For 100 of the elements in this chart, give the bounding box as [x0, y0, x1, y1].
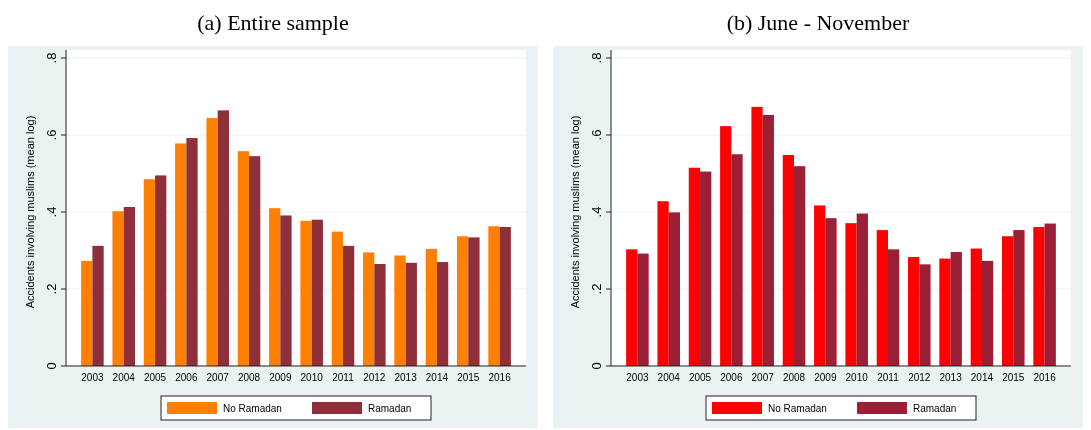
bar [374, 263, 386, 366]
bar [1033, 227, 1045, 366]
bar [825, 218, 837, 366]
bar [342, 245, 355, 366]
bar [468, 237, 480, 366]
x-tick-label: 2013 [939, 372, 963, 383]
y-tick-label: 0 [589, 362, 604, 370]
chart-title: (b) June - November [726, 10, 910, 35]
x-tick-label: 2011 [877, 372, 900, 383]
bar [311, 219, 323, 366]
bar [112, 211, 124, 366]
bar [1044, 223, 1056, 366]
bar [856, 213, 868, 366]
bar [751, 106, 763, 366]
y-tick-label: .4 [589, 206, 604, 218]
bar [845, 223, 857, 366]
x-tick-label: 2013 [394, 372, 418, 383]
legend-label: Ramadan [368, 403, 412, 414]
bar [1013, 230, 1025, 366]
bar [237, 151, 250, 366]
x-tick-label: 2011 [332, 372, 355, 383]
bar [700, 171, 712, 366]
x-tick-label: 2010 [300, 372, 324, 383]
bar [657, 201, 669, 366]
bar [626, 249, 638, 366]
x-tick-label: 2005 [688, 372, 712, 383]
bar [456, 236, 469, 366]
bar [425, 248, 437, 366]
x-tick-label: 2015 [457, 372, 480, 383]
x-tick-label: 2007 [206, 372, 230, 383]
bar [950, 252, 962, 366]
x-tick-label: 2012 [363, 372, 386, 383]
legend-label: Ramadan [913, 403, 957, 414]
y-tick-label: .6 [44, 129, 59, 141]
legend-label: No Ramadan [768, 403, 827, 414]
bar [394, 255, 406, 366]
bar [887, 249, 900, 366]
bar [269, 208, 281, 366]
bar [249, 156, 261, 366]
bar [436, 262, 449, 366]
bar [981, 260, 994, 366]
x-tick-label: 2016 [1033, 372, 1057, 383]
bar [331, 231, 343, 366]
x-tick-label: 2009 [814, 372, 837, 383]
x-tick-label: 2006 [175, 372, 198, 383]
chart-title: (a) Entire sample [197, 10, 349, 35]
bar [186, 138, 198, 366]
bar [280, 215, 292, 366]
x-tick-label: 2015 [1002, 372, 1025, 383]
y-tick-label: .8 [44, 52, 59, 64]
x-tick-label: 2003 [81, 372, 104, 383]
bar [123, 207, 136, 366]
bar [688, 167, 701, 366]
bar [405, 262, 417, 366]
bar [939, 258, 951, 366]
bar [499, 227, 511, 366]
x-tick-label: 2008 [237, 372, 261, 383]
x-tick-label: 2016 [488, 372, 512, 383]
y-tick-label: .2 [44, 283, 59, 295]
bar [908, 257, 920, 366]
bar [206, 118, 218, 366]
bar [814, 205, 826, 366]
y-axis-title: Accidents involving muslims (mean log) [24, 115, 36, 309]
y-axis-title: Accidents involving muslims (mean log) [569, 115, 581, 309]
x-tick-label: 2005 [143, 372, 167, 383]
x-tick-label: 2004 [657, 372, 681, 383]
bar [300, 220, 312, 366]
bar [762, 114, 774, 366]
y-tick-label: 0 [44, 362, 59, 370]
x-tick-label: 2014 [970, 372, 994, 383]
x-tick-label: 2008 [782, 372, 806, 383]
legend-label: No Ramadan [223, 403, 282, 414]
y-tick-label: .4 [44, 206, 59, 218]
bar [731, 154, 743, 366]
x-tick-label: 2003 [626, 372, 649, 383]
x-tick-label: 2010 [845, 372, 869, 383]
bar [81, 260, 93, 366]
bar [1001, 236, 1014, 366]
bar [782, 155, 795, 366]
x-tick-label: 2012 [908, 372, 931, 383]
bar [970, 248, 982, 366]
bar [175, 143, 187, 366]
bar [720, 126, 732, 366]
bar [143, 179, 156, 366]
x-tick-label: 2004 [112, 372, 136, 383]
x-tick-label: 2007 [751, 372, 775, 383]
bar [668, 212, 681, 366]
y-tick-label: .8 [589, 52, 604, 64]
x-tick-label: 2006 [720, 372, 743, 383]
x-tick-label: 2014 [425, 372, 449, 383]
bar [794, 166, 806, 366]
bar [488, 226, 500, 366]
bar [92, 245, 104, 366]
bar [919, 264, 931, 366]
y-tick-label: .6 [589, 129, 604, 141]
bar [637, 253, 649, 366]
bar [217, 110, 229, 366]
bar [155, 175, 167, 366]
bar [363, 252, 375, 366]
x-tick-label: 2009 [269, 372, 292, 383]
